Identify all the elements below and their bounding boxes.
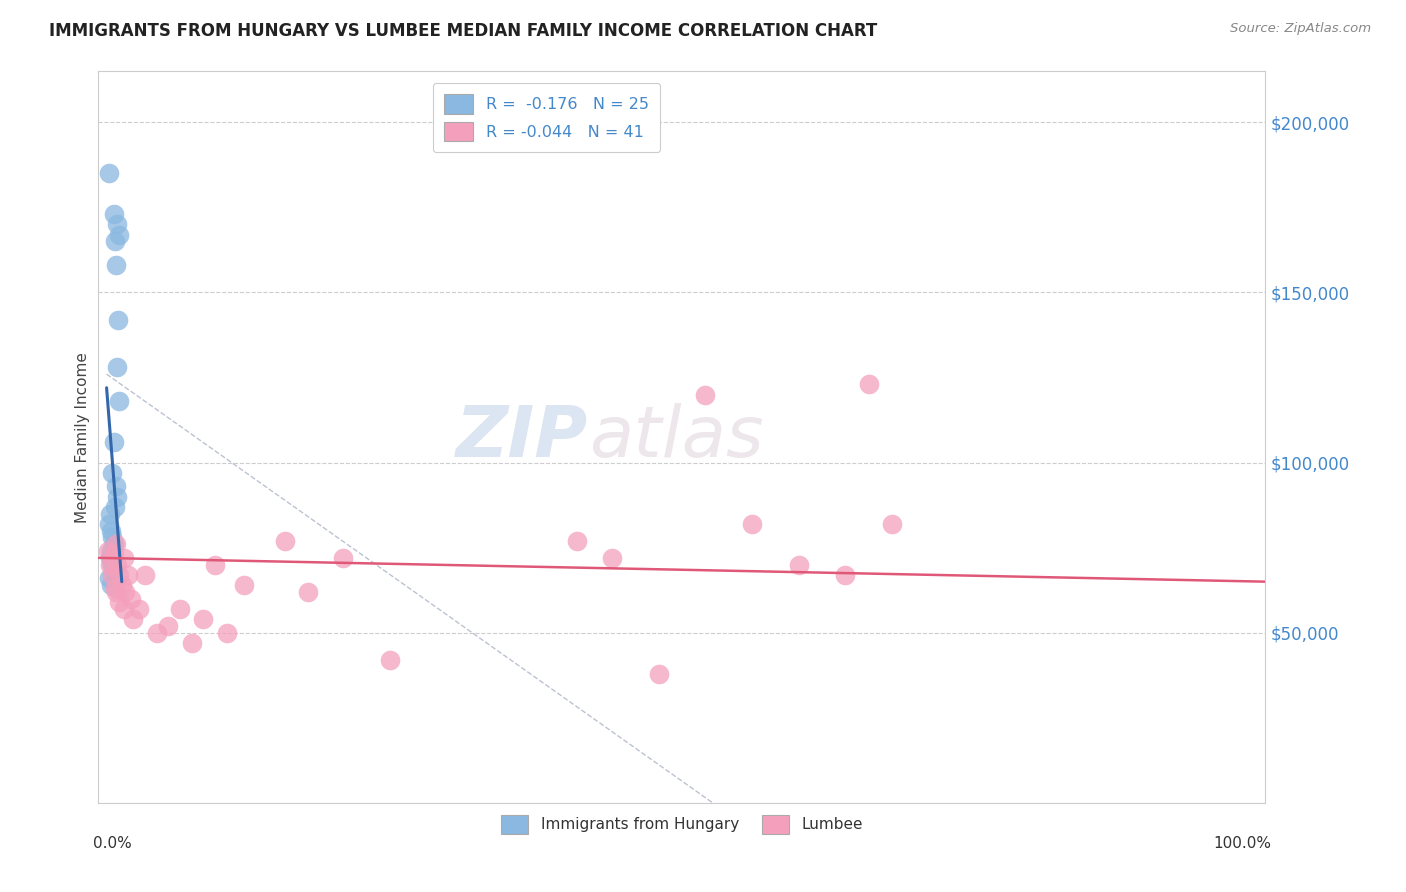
Point: [215, 625, 238, 640]
Point: [274, 533, 297, 548]
Point: [180, 636, 202, 650]
Point: [98, 550, 121, 565]
Point: [97, 516, 120, 531]
Point: [104, 479, 127, 493]
Point: [107, 312, 129, 326]
Point: [108, 394, 131, 409]
Point: [114, 585, 136, 599]
Point: [104, 585, 127, 599]
Point: [105, 360, 128, 375]
Text: IMMIGRANTS FROM HUNGARY VS LUMBEE MEDIAN FAMILY INCOME CORRELATION CHART: IMMIGRANTS FROM HUNGARY VS LUMBEE MEDIAN…: [49, 22, 877, 40]
Point: [103, 565, 125, 579]
Point: [103, 435, 125, 450]
Point: [97, 571, 120, 585]
Text: ZIP: ZIP: [457, 402, 589, 472]
Point: [104, 500, 127, 514]
Point: [103, 537, 125, 551]
Point: [100, 524, 122, 538]
Point: [103, 548, 125, 562]
Point: [100, 578, 122, 592]
Point: [101, 466, 124, 480]
Point: [105, 218, 128, 232]
Point: [108, 567, 131, 582]
Text: 0.0%: 0.0%: [93, 836, 131, 851]
Point: [97, 166, 120, 180]
Point: [297, 585, 319, 599]
Text: atlas: atlas: [589, 402, 763, 472]
Point: [101, 550, 124, 565]
Point: [380, 653, 402, 667]
Point: [101, 567, 124, 582]
Point: [105, 558, 128, 572]
Point: [117, 567, 139, 582]
Point: [858, 377, 880, 392]
Point: [108, 595, 131, 609]
Point: [157, 619, 180, 633]
Point: [332, 550, 354, 565]
Point: [101, 558, 124, 572]
Text: Source: ZipAtlas.com: Source: ZipAtlas.com: [1230, 22, 1371, 36]
Point: [104, 258, 127, 272]
Point: [600, 550, 623, 565]
Point: [112, 602, 135, 616]
Point: [120, 591, 142, 606]
Point: [112, 550, 135, 565]
Point: [105, 490, 128, 504]
Point: [108, 227, 131, 242]
Point: [128, 602, 150, 616]
Point: [104, 537, 127, 551]
Point: [104, 582, 127, 596]
Point: [111, 578, 134, 592]
Point: [565, 533, 588, 548]
Point: [741, 516, 763, 531]
Point: [122, 612, 145, 626]
Point: [193, 612, 215, 626]
Point: [880, 516, 903, 531]
Point: [647, 666, 669, 681]
Point: [104, 235, 127, 249]
Point: [169, 602, 191, 616]
Point: [97, 544, 120, 558]
Point: [787, 558, 810, 572]
Text: 100.0%: 100.0%: [1213, 836, 1271, 851]
Point: [834, 567, 856, 582]
Point: [98, 507, 121, 521]
Point: [204, 558, 226, 572]
Point: [233, 578, 256, 592]
Point: [103, 207, 125, 221]
Point: [100, 544, 122, 558]
Legend: Immigrants from Hungary, Lumbee: Immigrants from Hungary, Lumbee: [492, 805, 872, 843]
Point: [146, 625, 169, 640]
Point: [101, 531, 124, 545]
Point: [98, 558, 121, 572]
Point: [134, 567, 156, 582]
Point: [695, 387, 717, 401]
Y-axis label: Median Family Income: Median Family Income: [75, 351, 90, 523]
